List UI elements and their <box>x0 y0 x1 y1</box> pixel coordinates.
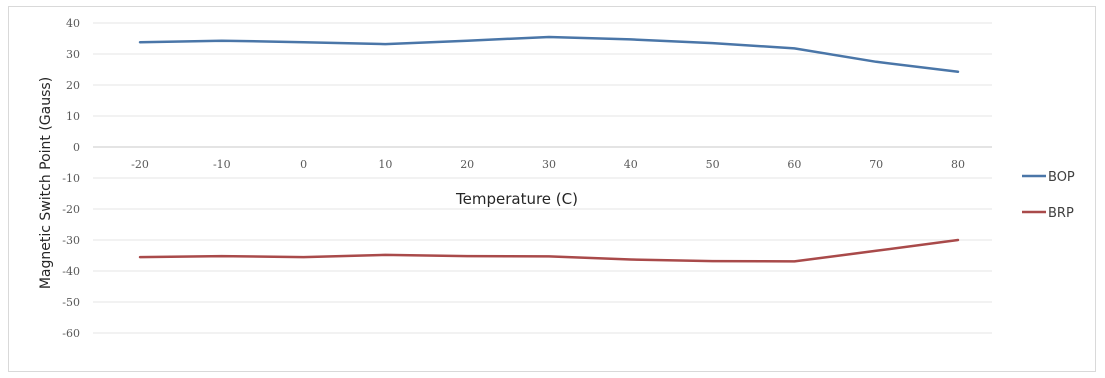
x-tick-label: 0 <box>300 158 307 171</box>
series-line-bop <box>138 35 960 73</box>
x-tick-label: 30 <box>542 158 556 171</box>
x-tick-label: 70 <box>869 158 883 171</box>
gridlines <box>93 22 992 334</box>
y-tick-label: 30 <box>66 48 80 61</box>
x-tick-label: -10 <box>213 158 231 171</box>
x-tick-label: 40 <box>624 158 638 171</box>
x-tick-label: 50 <box>706 158 720 171</box>
y-axis-ticks: 40 30 20 10 0 -10 -20 -30 -40 -50 -60 <box>62 17 80 340</box>
series-line-brp <box>138 238 960 263</box>
y-tick-label: 40 <box>66 17 80 30</box>
y-tick-label: -30 <box>62 234 80 247</box>
y-tick-label: -60 <box>62 327 80 340</box>
x-tick-label: 60 <box>787 158 801 171</box>
legend: BOP BRP <box>1022 170 1075 221</box>
y-tick-label: 0 <box>73 141 80 154</box>
x-tick-label: 80 <box>951 158 965 171</box>
x-axis-label: Temperature (C) <box>455 190 578 208</box>
x-tick-label: 10 <box>378 158 392 171</box>
x-tick-label: -20 <box>131 158 149 171</box>
x-axis-ticks: -20 -10 0 10 20 30 40 50 60 70 80 <box>131 158 965 171</box>
series-lines <box>138 35 960 263</box>
y-tick-label: 10 <box>66 110 80 123</box>
y-tick-label: -40 <box>62 265 80 278</box>
x-tick-label: 20 <box>460 158 474 171</box>
y-tick-label: -10 <box>62 172 80 185</box>
y-tick-label: 20 <box>66 79 80 92</box>
y-axis-label: Magnetic Switch Point (Gauss) <box>38 77 54 289</box>
legend-label-bop: BOP <box>1048 170 1075 185</box>
legend-label-brp: BRP <box>1048 206 1074 221</box>
y-tick-label: -20 <box>62 203 80 216</box>
y-tick-label: -50 <box>62 296 80 309</box>
